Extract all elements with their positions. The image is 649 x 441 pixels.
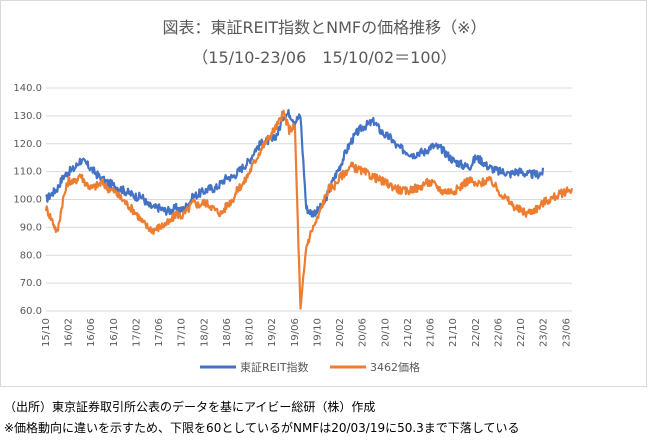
x-tick-label: 22/02 xyxy=(471,318,482,347)
x-tick-label: 21/02 xyxy=(403,318,414,347)
y-tick-label: 120.0 xyxy=(13,139,42,150)
y-tick-label: 110.0 xyxy=(13,167,42,178)
y-tick-label: 70.0 xyxy=(20,278,42,289)
x-tick-label: 18/02 xyxy=(199,318,210,347)
x-tick-label: 17/06 xyxy=(154,318,165,347)
caveat-note: ※価格動向に違いを示すため、下限を60としているがNMFは20/03/19に50… xyxy=(4,421,520,435)
x-tick-label: 22/06 xyxy=(493,318,504,347)
x-tick-label: 19/06 xyxy=(290,318,301,347)
x-tick-label: 21/06 xyxy=(426,318,437,347)
legend-label-nmf: 3462価格 xyxy=(370,360,420,374)
x-tick-label: 21/10 xyxy=(448,318,459,347)
x-axis-ticks: 15/10 16/02 16/06 16/10 17/02 17/06 17/10 18/02… xyxy=(41,318,572,347)
x-tick-label: 18/10 xyxy=(245,318,256,347)
series-lines xyxy=(44,109,574,310)
y-tick-label: 90.0 xyxy=(20,222,42,233)
legend-label-reit: 東証REIT指数 xyxy=(240,360,309,374)
y-tick-label: 140.0 xyxy=(13,83,42,94)
x-tick-label: 16/06 xyxy=(86,318,97,347)
legend: 東証REIT指数 3462価格 xyxy=(200,360,420,374)
x-tick-label: 16/02 xyxy=(64,318,75,347)
y-tick-label: 100.0 xyxy=(13,195,42,206)
y-axis-ticks: 60.0 70.0 80.0 90.0 100.0 110.0 120.0 130.0 140.… xyxy=(13,83,42,317)
y-tick-label: 60.0 xyxy=(20,306,42,317)
x-tick-label: 20/02 xyxy=(335,318,346,347)
series-line-nmf xyxy=(44,109,574,310)
x-tick-label: 16/10 xyxy=(109,318,120,347)
x-tick-label: 19/10 xyxy=(312,318,323,347)
x-tick-label: 19/02 xyxy=(267,318,278,347)
y-tick-label: 130.0 xyxy=(13,111,42,122)
y-tick-label: 80.0 xyxy=(20,250,42,261)
x-tick-label: 17/10 xyxy=(177,318,188,347)
line-chart: 60.0 70.0 80.0 90.0 100.0 110.0 120.0 130.0 140.… xyxy=(13,83,574,374)
x-tick-label: 18/06 xyxy=(222,318,233,347)
gridlines xyxy=(46,87,572,312)
chart-subtitle: （15/10-23/06 15/10/02＝100） xyxy=(192,48,457,67)
series-line-reit xyxy=(45,109,545,218)
x-tick-label: 23/02 xyxy=(539,318,550,347)
x-tick-label: 20/10 xyxy=(380,318,391,347)
x-tick-label: 20/06 xyxy=(358,318,369,347)
source-note: （出所）東京証券取引所公表のデータを基にアイビー総研（株）作成 xyxy=(4,400,376,414)
chart-frame xyxy=(0,0,647,387)
x-tick-label: 22/10 xyxy=(516,318,527,347)
x-tick-label: 23/06 xyxy=(561,318,572,347)
x-tick-label: 15/10 xyxy=(41,318,52,347)
chart-title: 図表：東証REIT指数とNMFの価格推移（※） xyxy=(162,18,487,37)
x-tick-label: 17/02 xyxy=(131,318,142,347)
